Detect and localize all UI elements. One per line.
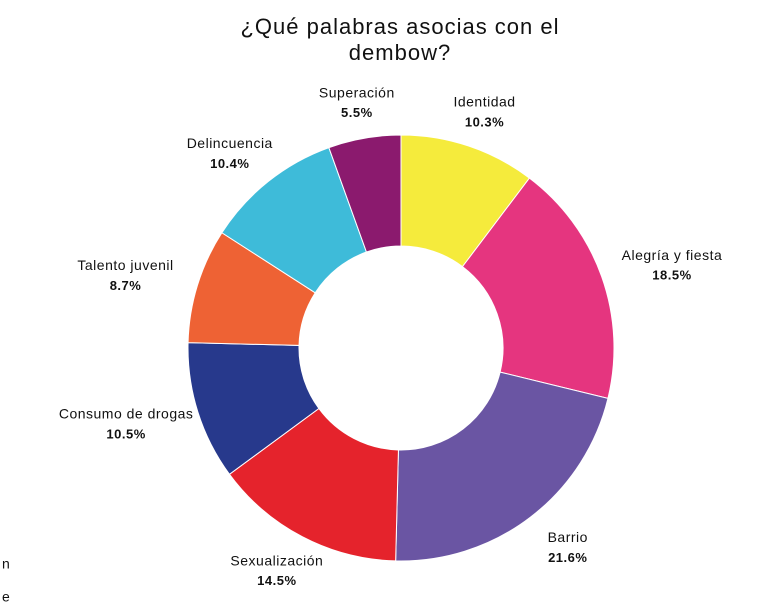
slice-value-label: 14.5% [257, 573, 296, 588]
slice-label: Sexualización [230, 552, 323, 568]
slice-value-label: 5.5% [341, 105, 373, 120]
slice-value-label: 18.5% [652, 267, 691, 282]
slice-label: Superación [319, 84, 395, 100]
slice-label: Identidad [453, 94, 515, 110]
cropped-text: n [2, 556, 10, 572]
slice-value-label: 8.7% [110, 278, 142, 293]
slice-label: Alegría y fiesta [622, 247, 723, 263]
cropped-text: e [2, 589, 10, 602]
slice-value-label: 21.6% [548, 550, 587, 565]
slice-value-label: 10.5% [106, 426, 145, 441]
slice-label: Consumo de drogas [59, 406, 194, 422]
slice-value-label: 10.4% [210, 156, 249, 171]
chart-title: ¿Qué palabras asocias con el dembow? [240, 14, 560, 65]
slice-value-label: 10.3% [465, 114, 504, 129]
slice-label: Delincuencia [187, 135, 273, 151]
donut-slice [395, 371, 609, 562]
donut-slice [328, 134, 402, 253]
slice-label: Barrio [548, 529, 588, 545]
donut-slice [461, 177, 615, 399]
slice-label: Talento juvenil [77, 257, 173, 273]
